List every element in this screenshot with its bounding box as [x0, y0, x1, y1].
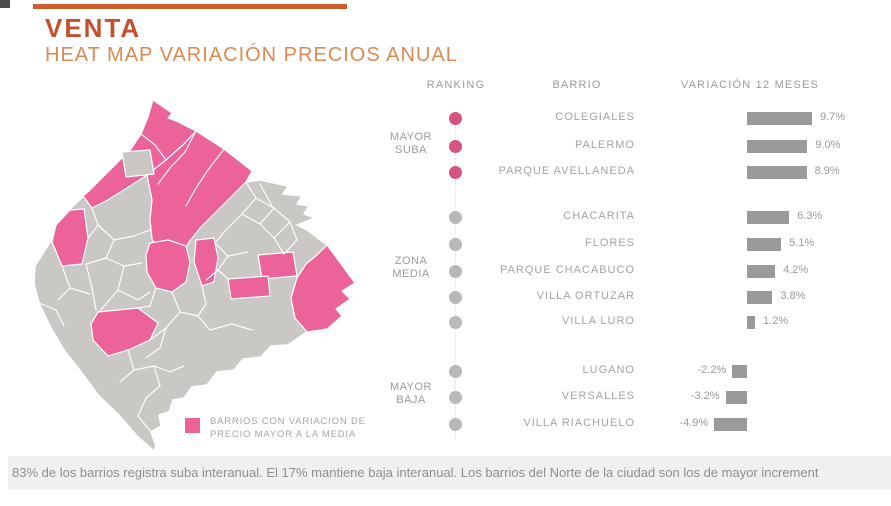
- variation-value: -4.9%: [679, 417, 709, 429]
- column-header-ranking: RANKING: [426, 79, 486, 91]
- variation-bar: [747, 264, 776, 278]
- barrio-boedo: [257, 251, 298, 280]
- ranking-dot: [448, 315, 462, 329]
- accent-rule: [33, 4, 347, 9]
- variation-bar: [747, 165, 807, 179]
- variation-bar: [747, 139, 808, 153]
- corner-mark: [0, 0, 10, 8]
- legend-pink-swatch: [185, 418, 200, 433]
- barrio-label: VILLA ORTUZAR: [536, 290, 635, 302]
- footer-text: 83% de los barrios registra suba interan…: [12, 465, 819, 480]
- barrio-label: FLORES: [584, 237, 635, 249]
- footer-strip: 83% de los barrios registra suba interan…: [8, 456, 891, 490]
- variation-bar: [747, 237, 782, 251]
- ranking-dot: [448, 290, 462, 304]
- variation-bar: [725, 390, 747, 404]
- variation-value: 4.2%: [783, 264, 809, 276]
- variation-value: 1.2%: [763, 315, 789, 327]
- legend-line2: PRECIO MAYOR A LA MEDIA: [210, 428, 356, 440]
- group-label: MAYOR BAJA: [389, 381, 433, 406]
- barrio-label: PALERMO: [575, 139, 635, 151]
- ranking-dot: [448, 390, 462, 404]
- barrio-label: VILLA LURO: [562, 315, 635, 327]
- variation-bar: [747, 290, 773, 304]
- variation-value: 3.8%: [780, 290, 806, 302]
- group-label: ZONA MEDIA: [392, 255, 430, 280]
- barrio-san-cristobal: [227, 275, 271, 300]
- barrio-label: LUGANO: [582, 364, 635, 376]
- ranking-dot: [448, 139, 462, 153]
- variation-bar: [747, 315, 756, 329]
- ranking-dot: [448, 417, 462, 431]
- ranking-dot: [448, 237, 462, 251]
- variation-value: -2.2%: [697, 364, 727, 376]
- variation-value: 6.3%: [797, 210, 823, 222]
- legend-line1: BARRIOS CON VARIACION DE: [210, 416, 366, 427]
- variation-value: 8.9%: [814, 165, 840, 177]
- barrio-label: CHACARITA: [563, 210, 635, 222]
- barrio-label: VILLA RIACHUELO: [523, 417, 635, 429]
- variation-value: 9.7%: [819, 111, 846, 123]
- barrio-coghlan-gray: [121, 149, 155, 178]
- barrio-label: PARQUE CHACABUCO: [500, 264, 635, 276]
- barrio-caballito: [145, 239, 191, 293]
- barrio-villa-devoto: [51, 208, 89, 267]
- page-subtitle: HEAT MAP VARIACIÓN PRECIOS ANUAL: [45, 44, 458, 66]
- page-title: VENTA: [45, 13, 142, 43]
- column-header-variacion: VARIACIÓN 12 MESES: [680, 79, 820, 91]
- variation-bar: [747, 111, 812, 125]
- barrio-label: COLEGIALES: [555, 111, 635, 123]
- variation-value: -3.2%: [690, 390, 720, 402]
- barrio-label: VERSALLES: [561, 390, 635, 402]
- variation-bar: [747, 210, 790, 224]
- ranking-dot: [448, 210, 462, 224]
- buenos-aires-heatmap: [33, 99, 356, 452]
- variation-value: 9.0%: [815, 139, 841, 151]
- ranking-dot: [448, 111, 462, 125]
- column-header-barrio: BARRIO: [552, 79, 602, 91]
- barrio-label: PARQUE AVELLANEDA: [498, 165, 635, 177]
- legend-label: BARRIOS CON VARIACION DE PRECIO MAYOR A …: [210, 416, 400, 441]
- ranking-dot: [448, 364, 462, 378]
- ranking-dot: [448, 264, 462, 278]
- variation-bar: [714, 417, 747, 431]
- ranking-dot: [448, 165, 462, 179]
- group-label: MAYOR SUBA: [389, 131, 433, 156]
- variation-bar: [732, 364, 747, 378]
- barrio-la-boca: [290, 244, 356, 333]
- variation-value: 5.1%: [789, 237, 815, 249]
- barrio-almagro-strip: [193, 237, 219, 287]
